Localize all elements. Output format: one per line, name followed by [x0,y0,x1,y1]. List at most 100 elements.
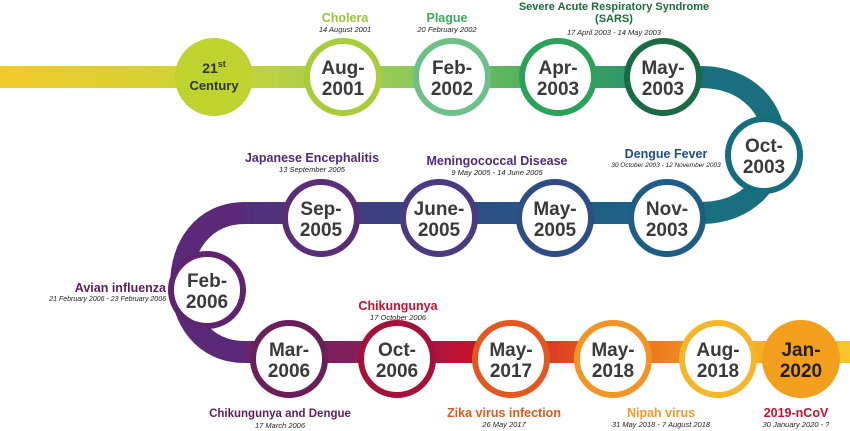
node-year: 2018 [592,361,634,382]
event-date: 20 February 2002 [417,25,477,34]
event-dengue: Dengue Fever 30 October 2003 - 12 Novemb… [611,147,720,171]
node-year: 2006 [186,292,228,313]
node-circle [304,38,382,116]
node-month: Oct- [745,136,783,157]
event-title: Dengue Fever [624,147,708,161]
event-date: 17 March 2006 [254,421,306,430]
node-month: Aug- [321,58,364,79]
event-date: 31 May 2018 - 7 August 2018 [611,420,711,429]
node-month: Sep- [300,199,341,220]
node-circle [574,320,652,398]
node-year: 2018 [697,361,739,382]
event-title: Severe Acute Respiratory Syndrome [518,1,710,13]
node-circle [175,38,253,116]
node-year: 2005 [418,220,461,241]
event-nipah: Nipah virus 31 May 2018 - 7 August 2018 [612,406,710,430]
event-date: 17 April 2003 - 14 May 2003 [567,28,661,37]
node-month: Mar- [269,340,309,361]
node-month: Aug- [696,340,739,361]
event-japanese-encephalitis: Japanese Encephalitis 13 September 2005 [245,151,379,175]
timeline-node-mar2006: Mar-2006 [250,320,328,398]
event-title-line2: (SARS) [595,13,633,25]
event-meningococcal: Meningococcal Disease 9 May 2005 - 14 Ju… [426,154,567,178]
node-year: 2005 [300,220,343,241]
node-year: 2003 [642,79,684,100]
node-month: May- [641,58,684,79]
node-month: Nov- [646,199,688,220]
timeline-node-aug2001: Aug-2001 [304,38,382,116]
node-circle [168,251,246,329]
event-title: Meningococcal Disease [426,154,568,168]
node-circle [762,320,840,398]
node-year: 2006 [268,361,310,382]
timeline-node-nov2003: Nov-2003 [628,179,706,257]
node-month: May- [533,199,576,220]
event-date: 13 September 2005 [279,165,345,174]
event-chikungunya-dengue: Chikungunya and Dengue 17 March 2006 [209,408,351,431]
event-date: 21 February 2006 - 23 February 2006 [49,296,166,303]
node-year: Century [189,78,239,93]
node-month: June- [414,199,465,220]
event-date: 17 October 2006 [370,313,426,322]
node-year: 2002 [431,79,473,100]
node-month: May- [591,340,634,361]
node-year: 2020 [780,361,822,382]
event-chikungunya: Chikungunya 17 October 2006 [358,299,437,323]
node-circle [624,38,702,116]
node-month: Jan- [781,340,820,361]
node-month: May- [489,340,532,361]
event-title: Nipah virus [626,406,696,420]
node-circle [679,320,757,398]
node-circle [472,320,550,398]
event-date: 26 May 2017 [482,420,526,429]
event-sars: Severe Acute Respiratory Syndrome (SARS)… [519,1,709,38]
timeline-node-may2017: May-2017 [472,320,550,398]
node-month: Feb- [187,271,227,292]
timeline-node-jun2005: June-2005 [400,179,478,257]
event-title: Cholera [321,11,369,25]
timeline-node-apr2003: Apr-2003 [519,38,597,116]
node-circle [628,179,706,257]
event-title: Avian influenza [74,281,166,295]
event-zika: Zika virus infection 26 May 2017 [447,406,561,430]
timeline-node-oct2006: Oct-2006 [358,320,436,398]
node-year: 2003 [743,157,785,178]
timeline-node-oct2003: Oct-2003 [725,116,803,194]
node-circle [358,320,436,398]
event-date: 30 January 2020 - ? [762,420,830,429]
node-year: 2003 [537,79,579,100]
event-2019-ncov: 2019-nCoV 30 January 2020 - ? [763,406,830,430]
timeline-node-may2018: May-2018 [574,320,652,398]
event-title: Chikungunya [358,299,438,313]
node-month-suffix: st [218,59,226,69]
event-date: 30 October 2003 - 12 November 2003 [611,162,721,169]
event-avian-influenza: Avian influenza 21 February 2006 - 23 Fe… [49,281,166,305]
event-cholera: Cholera 14 August 2001 [319,11,371,35]
event-title: Plague [426,11,468,25]
timeline-node-aug2018: Aug-2018 [679,320,757,398]
event-title: Zika virus infection [447,406,561,420]
event-date: 14 August 2001 [318,25,372,34]
node-circle [400,179,478,257]
node-circle [519,38,597,116]
node-year: 2017 [490,361,532,382]
node-month: Apr- [538,58,577,79]
event-title: 2019-nCoV [763,406,829,420]
node-circle [516,179,594,257]
node-year: 2001 [322,79,365,100]
timeline-node-may2005: May-2005 [516,179,594,257]
event-title: Japanese Encephalitis [244,151,380,165]
node-circle [413,38,491,116]
timeline-node-jan2020: Jan-2020 [762,320,840,398]
node-year: 2006 [376,361,418,382]
node-circle [725,116,803,194]
timeline-node-feb2006: Feb-2006 [168,251,246,329]
timeline-node-may2003: May-2003 [624,38,702,116]
timeline-node-sep2005: Sep-2005 [282,179,360,257]
event-date: 9 May 2005 - 14 June 2005 [451,168,543,177]
event-title: Chikungunya and Dengue [209,408,351,420]
timeline-node-feb2002: Feb-2002 [413,38,491,116]
